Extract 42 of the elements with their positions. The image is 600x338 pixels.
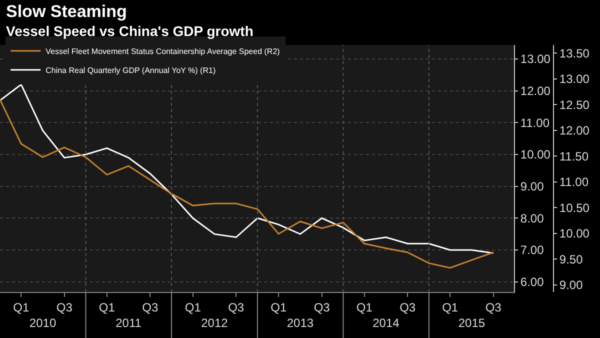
x-tick-label: Q1: [13, 300, 30, 314]
x-tick-label: Q3: [400, 300, 416, 314]
x-tick-label: Q1: [442, 300, 458, 314]
x-tick-label: Q3: [228, 300, 244, 314]
y-tick-label: 13.00: [520, 52, 551, 66]
x2-tick-label: 2015: [458, 316, 486, 330]
y2-tick-label: 13.00: [559, 72, 590, 86]
y2-tick-label: 13.50: [559, 46, 590, 60]
chart-subtitle: Vessel Speed vs China's GDP growth: [6, 22, 254, 40]
y2-tick-label: 9.50: [559, 252, 584, 266]
line-series: [0, 84, 494, 254]
y-tick-label: 10.00: [520, 148, 551, 162]
line-series: [0, 98, 494, 269]
y2-tick-label: 10.00: [559, 226, 590, 241]
x2-tick-label: 2013: [286, 316, 314, 330]
x2-tick-label: 2014: [372, 316, 400, 330]
y-tick-label: 7.00: [520, 243, 544, 258]
y-tick-label: 11.00: [520, 116, 550, 130]
y-tick-label: 6.00: [520, 275, 544, 290]
x-tick-label: Q1: [356, 300, 373, 314]
x-tick-label: Q1: [270, 300, 287, 314]
y2-tick-label: 11.50: [559, 149, 589, 164]
chart-title: Slow Steaming: [6, 2, 128, 22]
x2-tick-label: 2010: [29, 316, 56, 330]
y2-tick-label: 10.50: [559, 200, 590, 215]
legend-label: Vessel Fleet Movement Status Containership Average Speed (R2): [46, 46, 280, 56]
y2-tick-label: 12.00: [559, 124, 590, 138]
legend-label: China Real Quarterly GDP (Annual YoY %) (R1): [46, 66, 216, 75]
x-tick-label: Q3: [485, 300, 502, 314]
x-tick-label: Q3: [56, 300, 73, 314]
x-tick-label: Q3: [314, 300, 330, 314]
y2-tick-label: 9.00: [559, 278, 584, 292]
x2-tick-label: 2011: [116, 316, 142, 330]
x-tick-label: Q3: [142, 300, 158, 314]
y-tick-label: 12.00: [520, 84, 551, 98]
x-tick-label: Q1: [184, 300, 202, 314]
y-tick-label: 8.00: [520, 211, 544, 226]
y-tick-label: 9.00: [520, 180, 544, 194]
y2-tick-label: 11.00: [559, 175, 589, 190]
x2-tick-label: 2012: [201, 316, 228, 330]
y2-tick-label: 12.50: [559, 98, 590, 112]
x-tick-label: Q1: [98, 300, 116, 314]
